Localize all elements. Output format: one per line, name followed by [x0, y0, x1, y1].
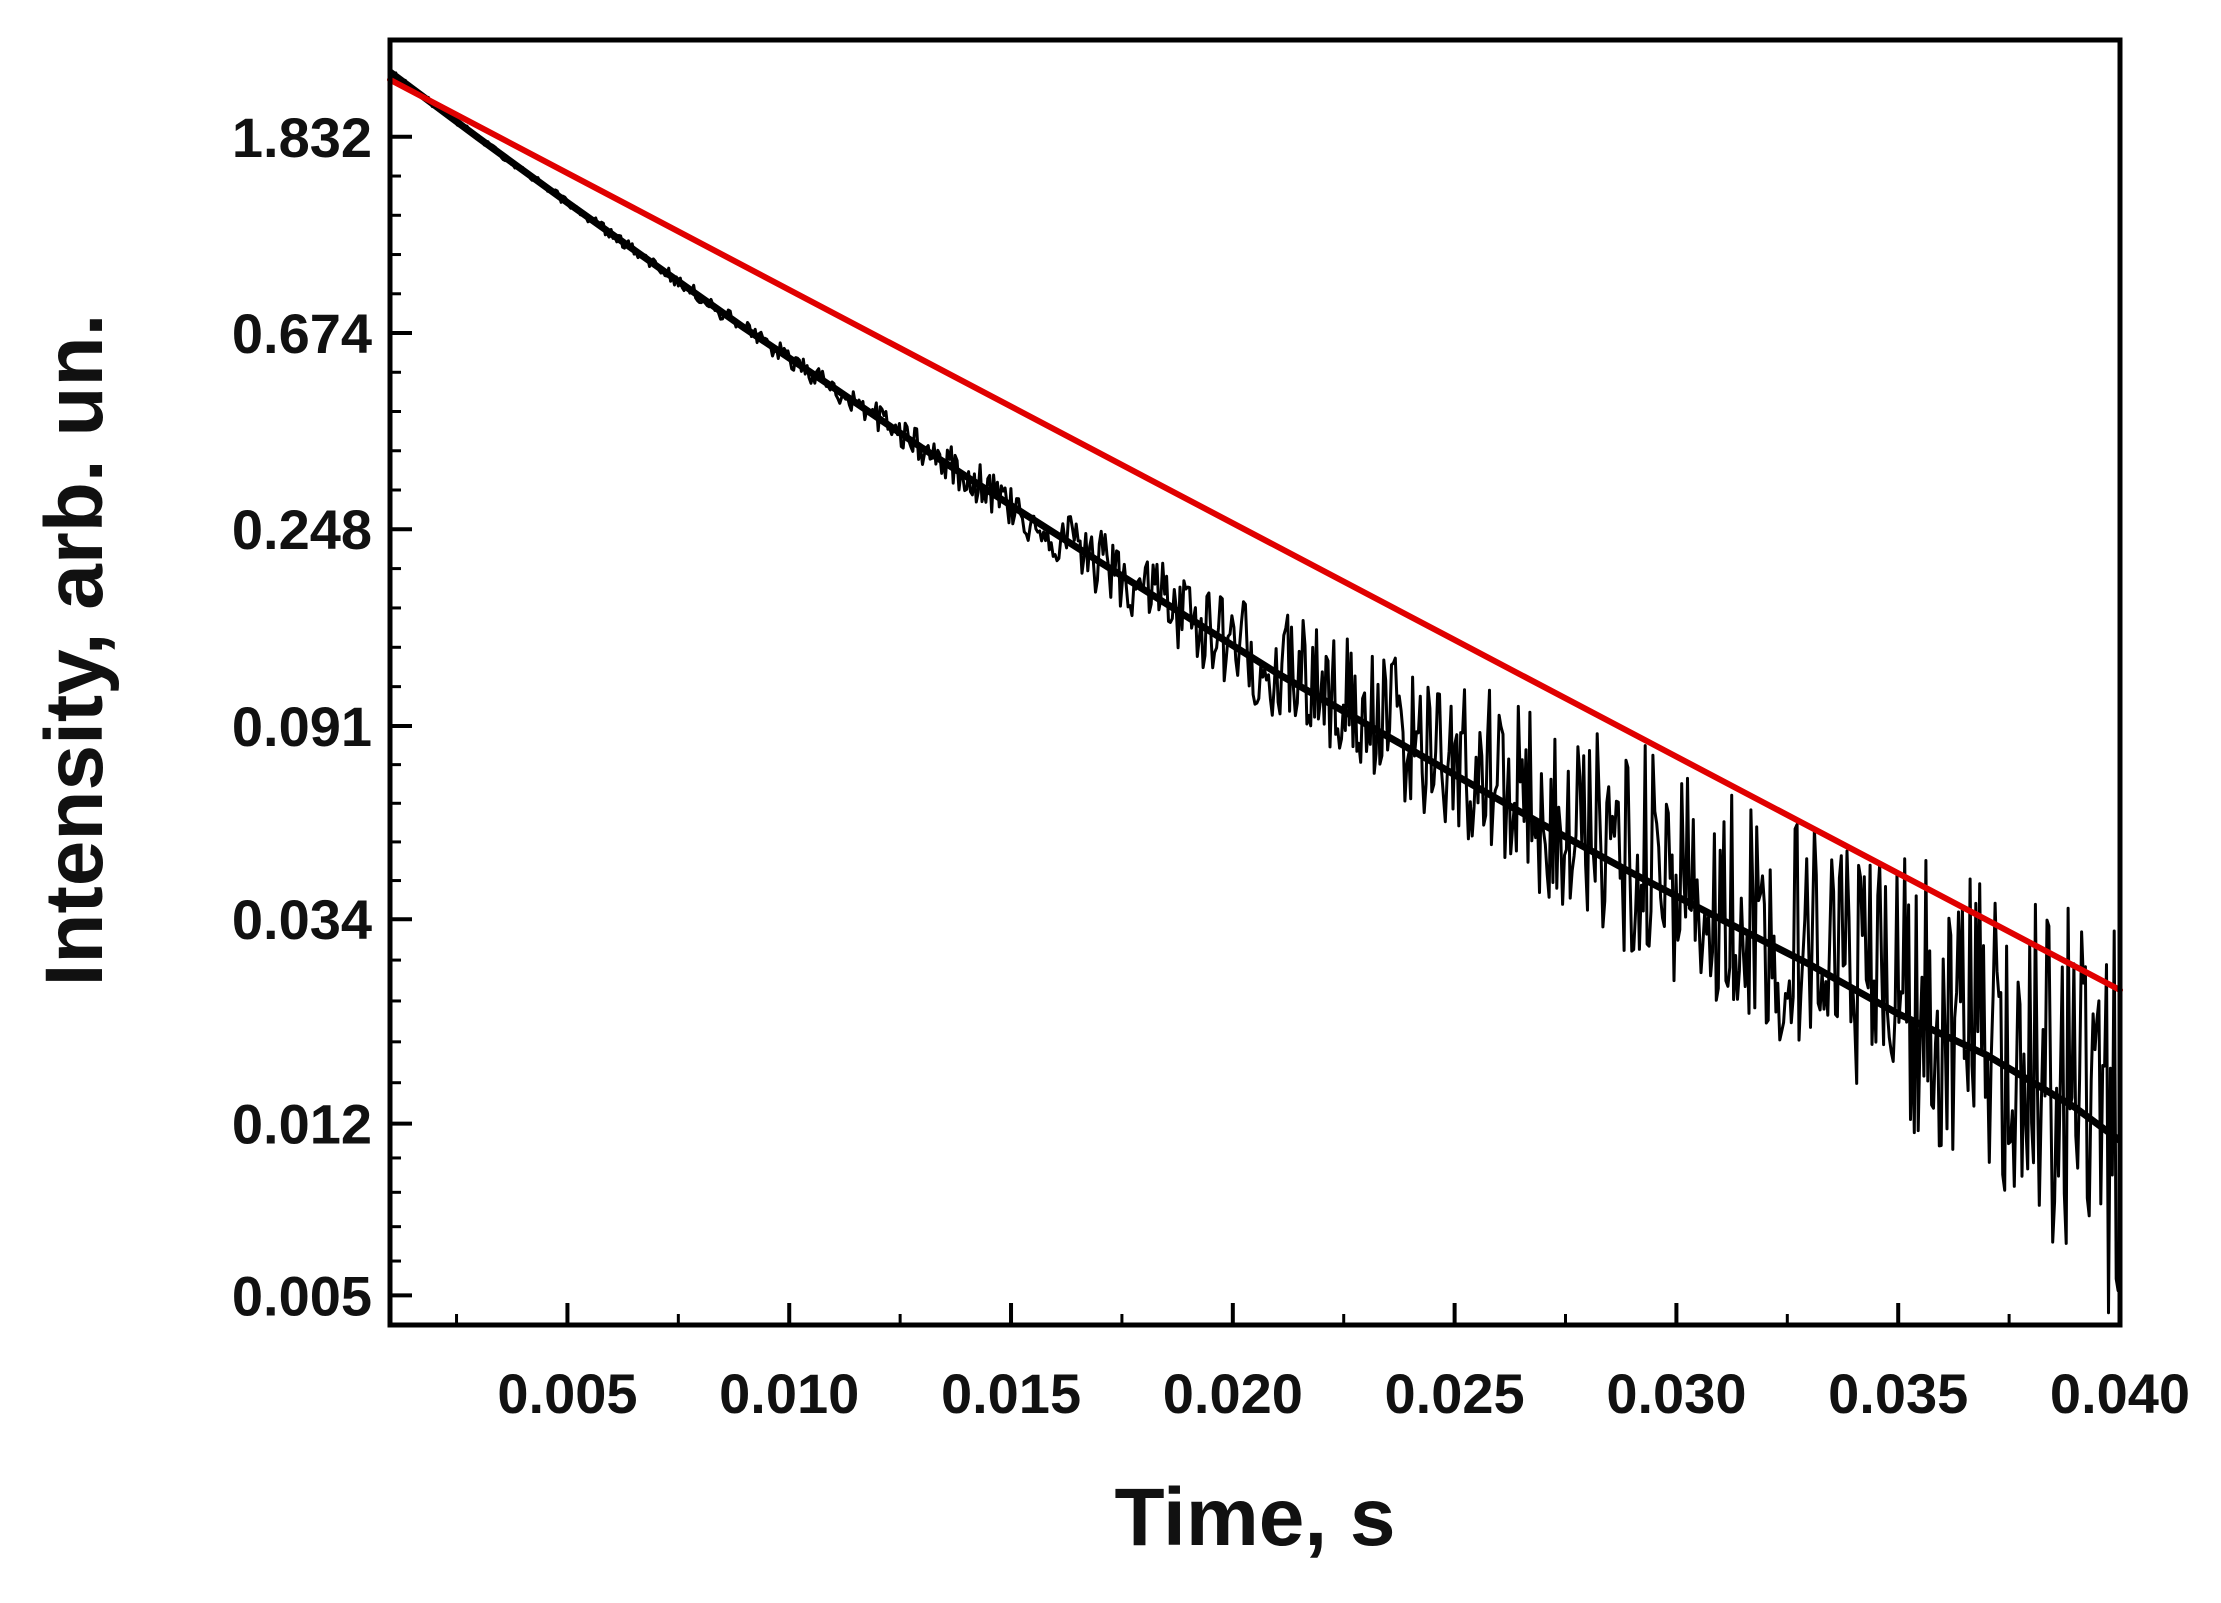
- major-ticks: [390, 134, 2122, 1325]
- y-axis-title: Intensity, arb. un.: [29, 314, 120, 987]
- fit-line: [387, 76, 2123, 994]
- x-tick-label: 0.030: [1606, 1362, 1746, 1425]
- x-tick-label: 0.020: [1163, 1362, 1303, 1425]
- x-tick-label: 0.040: [2050, 1362, 2190, 1425]
- y-tick-label: 0.091: [232, 695, 372, 758]
- measured-decay-line: [387, 69, 2123, 1144]
- y-tick-labels: 1.832 0.674 0.248 0.091 0.034 0.012 0.005: [232, 106, 372, 1328]
- y-tick-label: 1.832: [232, 106, 372, 169]
- measured-decay-noise: [388, 71, 2122, 1315]
- x-tick-label: 0.035: [1828, 1362, 1968, 1425]
- x-tick-labels: 0.005 0.010 0.015 0.020 0.025 0.030 0.035 0.040: [497, 1362, 2190, 1425]
- x-tick-label: 0.025: [1385, 1362, 1525, 1425]
- x-tick-label: 0.015: [941, 1362, 1081, 1425]
- y-tick-label: 0.674: [232, 302, 372, 365]
- plot-frame: [387, 37, 2123, 1328]
- y-tick-label: 0.012: [232, 1093, 372, 1156]
- x-tick-label: 0.010: [719, 1362, 859, 1425]
- y-tick-label: 0.034: [232, 888, 372, 951]
- y-tick-label: 0.005: [232, 1264, 372, 1327]
- x-tick-label: 0.005: [497, 1362, 637, 1425]
- y-tick-label: 0.248: [232, 498, 372, 561]
- x-axis-title: Time, s: [1114, 1472, 1395, 1563]
- data-layer: [387, 69, 2123, 1315]
